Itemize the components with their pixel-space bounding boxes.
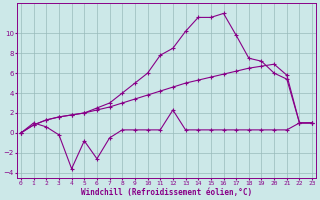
X-axis label: Windchill (Refroidissement éolien,°C): Windchill (Refroidissement éolien,°C) [81, 188, 252, 197]
